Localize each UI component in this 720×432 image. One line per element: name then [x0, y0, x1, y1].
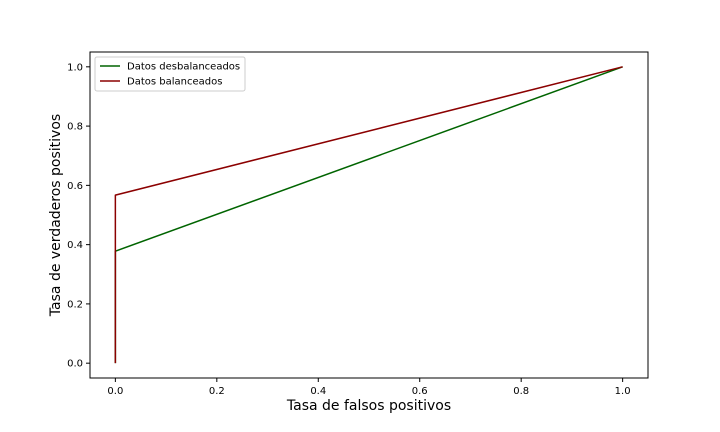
- legend-box: [94, 56, 246, 92]
- x-axis-ticks: 0.0 0.2 0.4 0.6 0.8 1.0: [107, 378, 631, 397]
- x-tick-label: 0.0: [107, 386, 123, 397]
- legend: Datos desbalanceados Datos balanceados: [94, 56, 246, 92]
- x-tick-label: 0.4: [310, 386, 326, 397]
- y-tick-label: 0.0: [67, 359, 83, 370]
- legend-entry-label: Datos desbalanceados: [127, 62, 240, 73]
- x-tick-label: 0.2: [209, 386, 225, 397]
- y-axis-ticks: 0.0 0.2 0.4 0.6 0.8 1.0: [67, 62, 90, 370]
- x-tick-label: 1.0: [615, 386, 631, 397]
- y-tick-label: 0.4: [67, 240, 83, 251]
- series-line-2: [114, 66, 623, 364]
- y-tick-label: 0.6: [67, 181, 83, 192]
- x-axis-label: Tasa de falsos positivos: [286, 398, 451, 414]
- legend-entry-label: Datos balanceados: [127, 77, 222, 88]
- x-tick-label: 0.6: [412, 386, 428, 397]
- y-tick-label: 0.8: [67, 122, 83, 133]
- x-tick-label: 0.8: [513, 386, 529, 397]
- series-line-1: [114, 66, 623, 364]
- series-layer: [114, 66, 623, 364]
- y-tick-label: 0.2: [67, 299, 83, 310]
- plot-frame: [89, 51, 649, 379]
- y-axis-label: Tasa de verdaderos positivos: [48, 114, 64, 317]
- y-tick-label: 1.0: [67, 62, 83, 73]
